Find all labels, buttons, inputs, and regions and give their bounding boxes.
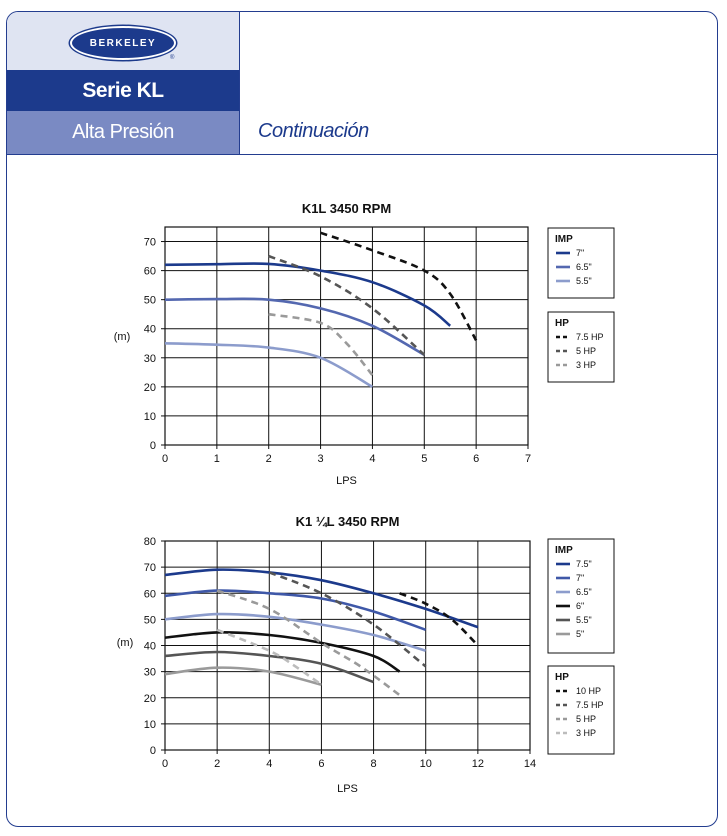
y-tick-label: 20 [144, 693, 156, 705]
y-tick-label: 70 [144, 237, 156, 249]
series-line [164, 650, 375, 684]
series-line [164, 631, 401, 673]
series-line [216, 628, 323, 686]
header-divider [7, 154, 717, 155]
x-tick-label: 7 [525, 453, 531, 465]
series-line [164, 612, 427, 652]
logo-text: BERKELEY [89, 37, 157, 49]
logo-registered-mark: ® [170, 55, 175, 61]
y-tick-label: 80 [144, 536, 156, 548]
x-tick-label: 1 [214, 453, 220, 465]
series-line [399, 592, 479, 647]
impeller-legend-label: 6.5" [576, 262, 592, 272]
y-tick-label: 10 [144, 719, 156, 731]
impeller-legend-label: 5.5" [576, 276, 592, 286]
x-tick-label: 5 [421, 453, 427, 465]
x-tick-label: 0 [162, 758, 168, 770]
series-line [216, 589, 401, 697]
series-line [268, 312, 374, 377]
y-axis-label: (m) [117, 637, 134, 649]
hp-legend-label: 5 HP [576, 346, 596, 356]
chart-title: K1L 3450 RPM [302, 201, 391, 216]
subtitle-banner: Alta Presión [7, 111, 240, 154]
x-tick-label: 10 [420, 758, 432, 770]
hp-legend-title: HP [555, 318, 569, 329]
y-tick-label: 70 [144, 562, 156, 574]
series-line [164, 342, 374, 389]
hp-legend-label: 10 HP [576, 686, 601, 696]
hp-legend-title: HP [555, 672, 569, 683]
y-tick-label: 40 [144, 324, 156, 336]
x-axis-label: LPS [336, 475, 357, 487]
impeller-legend-label: 6.5" [576, 587, 592, 597]
plot-border [164, 226, 529, 446]
series-line [164, 297, 425, 357]
hp-legend-box [547, 665, 615, 755]
y-tick-label: 60 [144, 266, 156, 278]
x-tick-label: 2 [214, 758, 220, 770]
hp-legend-label: 7.5 HP [576, 332, 604, 342]
hp-legend-label: 7.5 HP [576, 700, 604, 710]
x-tick-label: 6 [473, 453, 479, 465]
series-title: Serie KL [82, 78, 164, 102]
x-tick-label: 2 [266, 453, 272, 465]
y-tick-label: 50 [144, 295, 156, 307]
x-tick-label: 14 [524, 758, 536, 770]
x-tick-label: 6 [318, 758, 324, 770]
series-banner: Serie KL [7, 70, 240, 111]
series-line [268, 571, 427, 668]
page-frame: BERKELEY ® Serie KL Alta Presión Continu… [6, 11, 718, 827]
logo-panel: BERKELEY ® [7, 12, 240, 70]
series-line [268, 254, 426, 356]
impeller-legend-label: 7" [576, 248, 584, 258]
series-line [164, 666, 322, 686]
series-line [164, 262, 452, 327]
series-line [164, 589, 427, 632]
x-tick-label: 0 [162, 453, 168, 465]
impeller-legend-label: 7.5" [576, 559, 592, 569]
impeller-legend-label: 7" [576, 573, 584, 583]
x-tick-label: 4 [266, 758, 272, 770]
impeller-legend-box [547, 227, 615, 299]
x-tick-label: 3 [318, 453, 324, 465]
y-tick-label: 10 [144, 411, 156, 423]
y-tick-label: 20 [144, 382, 156, 394]
hp-legend-label: 5 HP [576, 714, 596, 724]
continuation-label: Continuación [258, 120, 369, 142]
x-tick-label: 8 [371, 758, 377, 770]
hp-legend-label: 3 HP [576, 360, 596, 370]
y-tick-label: 30 [144, 667, 156, 679]
series-line [164, 568, 479, 629]
y-tick-label: 40 [144, 641, 156, 653]
x-axis-label: LPS [337, 783, 358, 795]
impeller-legend-title: IMP [555, 545, 573, 556]
impeller-legend-title: IMP [555, 234, 573, 245]
y-tick-label: 60 [144, 588, 156, 600]
berkeley-logo: BERKELEY [70, 26, 176, 60]
y-tick-label: 50 [144, 614, 156, 626]
chart-title: K1 ¼L 3450 RPM [296, 514, 400, 529]
series-line [320, 231, 478, 342]
x-tick-label: 12 [472, 758, 484, 770]
y-axis-label: (m) [114, 331, 131, 343]
y-tick-label: 30 [144, 353, 156, 365]
hp-legend-label: 3 HP [576, 728, 596, 738]
hp-legend-box [547, 311, 615, 383]
y-tick-label: 0 [150, 745, 156, 757]
impeller-legend-label: 5.5" [576, 615, 592, 625]
subtitle-text: Alta Presión [72, 121, 174, 143]
y-tick-label: 0 [150, 440, 156, 452]
x-tick-label: 4 [369, 453, 375, 465]
impeller-legend-label: 6" [576, 601, 584, 611]
impeller-legend-label: 5" [576, 629, 584, 639]
